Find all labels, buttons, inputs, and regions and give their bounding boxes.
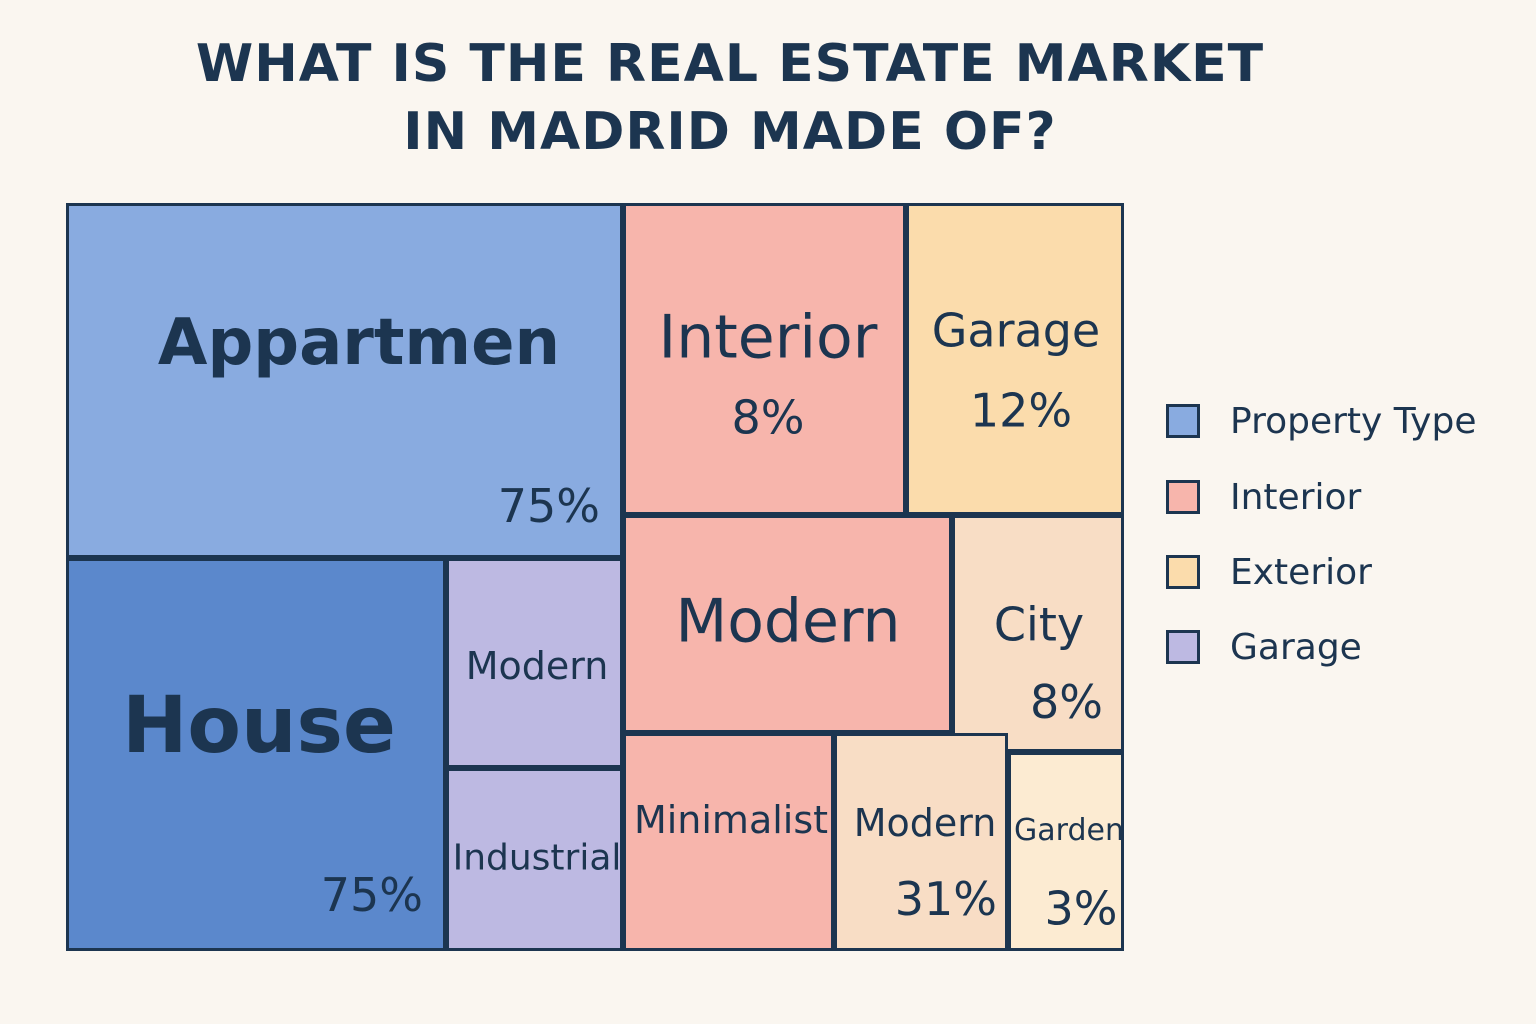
legend-label: Exterior (1230, 552, 1372, 593)
treemap-tile-interior: Interior 8% (623, 203, 906, 515)
legend-label: Garage (1230, 627, 1362, 668)
treemap-tile-house: House 75% (66, 558, 446, 951)
treemap-tile-modern: Modern 31% (834, 733, 1008, 951)
tile-label: Appartmen (157, 306, 561, 381)
tile-label: House (122, 681, 396, 772)
legend-item-property-type: Property Type (1166, 400, 1506, 444)
treemap-tile-garden: Garden 3% (1008, 752, 1124, 951)
treemap-tile-minimalist: Minimalist (623, 733, 834, 951)
treemap-tile-industrial: Industrial (446, 768, 623, 951)
tile-value-label: 3% (1044, 881, 1118, 936)
legend-swatch (1166, 480, 1200, 514)
legend-swatch (1166, 404, 1200, 438)
tile-label: Modern (853, 801, 997, 846)
legend-item-interior: Interior (1166, 476, 1506, 520)
tile-label: Modern (675, 586, 901, 657)
tile-label: Modern (465, 644, 609, 689)
tile-value-label: 8% (1030, 675, 1103, 730)
legend-label: Interior (1230, 477, 1362, 518)
legend-swatch (1166, 630, 1200, 664)
tile-label: City (993, 597, 1085, 652)
legend-swatch (1166, 555, 1200, 589)
tile-value-label: 75% (320, 868, 423, 923)
chart-title-line-1: WHAT IS THE REAL ESTATE MARKET (195, 34, 1265, 94)
tile-value-label: 8% (731, 390, 805, 445)
legend-item-garage: Garage (1166, 626, 1506, 670)
tile-label: Interior (658, 302, 878, 373)
treemap-tile-city: City 8% (952, 515, 1124, 752)
tile-label: Garden (1014, 812, 1124, 848)
tile-label: Garage (931, 303, 1101, 358)
tile-value-label: 75% (497, 479, 600, 534)
legend-label: Property Type (1230, 401, 1477, 442)
chart-title: WHAT IS THE REAL ESTATE MARKET IN MADRID… (0, 30, 1460, 166)
treemap-tile-modern: Modern (623, 515, 952, 733)
tile-value-label: 12% (969, 383, 1073, 438)
treemap: Appartmen 75% House 75% Modern Industrial Inte… (66, 203, 1124, 951)
tile-value-label: 31% (894, 872, 997, 927)
treemap-tile-appartmen: Appartmen 75% (66, 203, 623, 558)
chart-title-line-2: IN MADRID MADE OF? (403, 102, 1057, 162)
tile-label: Minimalist (633, 798, 829, 843)
treemap-tile-garage: Garage 12% (906, 203, 1124, 515)
legend-item-exterior: Exterior (1166, 551, 1506, 595)
tile-label: Industrial (452, 837, 622, 879)
treemap-tile-modern: Modern (446, 558, 623, 768)
